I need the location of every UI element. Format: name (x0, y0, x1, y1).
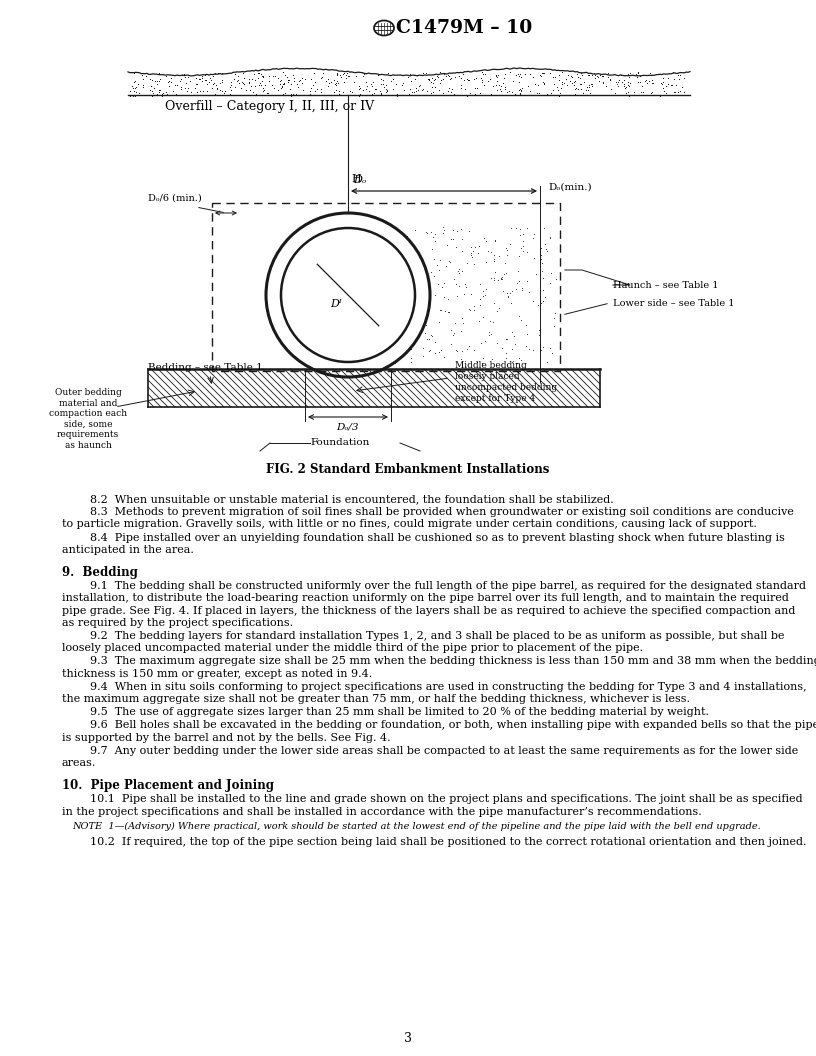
Text: uncompacted bedding: uncompacted bedding (455, 383, 557, 392)
Text: H: H (351, 174, 361, 184)
Text: C1479M – 10: C1479M – 10 (396, 19, 532, 37)
Text: Middle bedding: Middle bedding (455, 361, 527, 370)
Text: 9.7  Any outer bedding under the lower side areas shall be compacted to at least: 9.7 Any outer bedding under the lower si… (90, 746, 798, 756)
Text: loosely placed: loosely placed (455, 372, 520, 381)
Text: 10.1  Pipe shall be installed to the line and grade shown on the project plans a: 10.1 Pipe shall be installed to the line… (90, 794, 803, 805)
Text: as required by the project specifications.: as required by the project specification… (62, 618, 293, 628)
Text: material and: material and (59, 398, 118, 408)
Text: requirements: requirements (57, 430, 119, 439)
Text: 9.4  When in situ soils conforming to project specifications are used in constru: 9.4 When in situ soils conforming to pro… (90, 682, 807, 692)
Text: NOTE  1—(Advisory) Where practical, work should be started at the lowest end of : NOTE 1—(Advisory) Where practical, work … (72, 822, 761, 831)
Text: 9.  Bedding: 9. Bedding (62, 566, 138, 579)
Text: Outer bedding: Outer bedding (55, 388, 122, 397)
Text: 9.2  The bedding layers for standard installation Types 1, 2, and 3 shall be pla: 9.2 The bedding layers for standard inst… (90, 631, 784, 641)
Text: except for Type 4: except for Type 4 (455, 394, 535, 403)
Text: side, some: side, some (64, 419, 113, 429)
Text: is supported by the barrel and not by the bells. See Fig. 4.: is supported by the barrel and not by th… (62, 733, 391, 742)
Text: Bedding – see Table 1: Bedding – see Table 1 (148, 363, 263, 372)
Text: Foundation: Foundation (310, 438, 370, 447)
Text: areas.: areas. (62, 758, 96, 768)
Text: the maximum aggregate size shall not be greater than 75 mm, or half the bedding : the maximum aggregate size shall not be … (62, 694, 690, 704)
Text: 8.3  Methods to prevent migration of soil fines shall be provided when groundwat: 8.3 Methods to prevent migration of soil… (90, 507, 794, 517)
Text: 8.4  Pipe installed over an unyielding foundation shall be cushioned so as to pr: 8.4 Pipe installed over an unyielding fo… (90, 532, 785, 543)
Text: Lower side – see Table 1: Lower side – see Table 1 (613, 299, 734, 307)
Text: Dₒ/6 (min.): Dₒ/6 (min.) (148, 194, 202, 203)
Text: anticipated in the area.: anticipated in the area. (62, 545, 194, 554)
Text: FIG. 2 Standard Embankment Installations: FIG. 2 Standard Embankment Installations (266, 463, 550, 476)
Text: thickness is 150 mm or greater, except as noted in 9.4.: thickness is 150 mm or greater, except a… (62, 668, 372, 679)
Text: 9.6  Bell holes shall be excavated in the bedding or foundation, or both, when i: 9.6 Bell holes shall be excavated in the… (90, 720, 816, 731)
Text: 10.  Pipe Placement and Joining: 10. Pipe Placement and Joining (62, 779, 274, 792)
Text: loosely placed uncompacted material under the middle third of the pipe prior to : loosely placed uncompacted material unde… (62, 643, 643, 654)
Bar (148, 369, 600, 407)
Text: 9.5  The use of aggregate sizes larger than 25 mm shall be limited to 20 % of th: 9.5 The use of aggregate sizes larger th… (90, 708, 709, 717)
Text: 9.3  The maximum aggregate size shall be 25 mm when the bedding thickness is les: 9.3 The maximum aggregate size shall be … (90, 657, 816, 666)
Text: in the project specifications and shall be installed in accordance with the pipe: in the project specifications and shall … (62, 807, 702, 816)
Text: compaction each: compaction each (49, 409, 127, 418)
Text: 9.1  The bedding shall be constructed uniformly over the full length of the pipe: 9.1 The bedding shall be constructed uni… (90, 581, 806, 591)
Text: Overfill – Category I, II, III, or IV: Overfill – Category I, II, III, or IV (165, 100, 374, 113)
Text: Dᴵ: Dᴵ (330, 299, 342, 309)
Text: Haunch – see Table 1: Haunch – see Table 1 (613, 281, 719, 289)
Text: 10.2  If required, the top of the pipe section being laid shall be positioned to: 10.2 If required, the top of the pipe se… (90, 837, 806, 847)
Text: to particle migration. Gravelly soils, with little or no fines, could migrate un: to particle migration. Gravelly soils, w… (62, 520, 757, 529)
Text: pipe grade. See Fig. 4. If placed in layers, the thickness of the layers shall b: pipe grade. See Fig. 4. If placed in lay… (62, 605, 796, 616)
Text: 3: 3 (404, 1032, 412, 1045)
Circle shape (282, 229, 414, 361)
Text: Dₒ: Dₒ (353, 175, 366, 185)
Text: installation, to distribute the load-bearing reaction uniformly on the pipe barr: installation, to distribute the load-bea… (62, 593, 789, 603)
Text: as haunch: as haunch (64, 440, 112, 450)
Text: 8.2  When unsuitable or unstable material is encountered, the foundation shall b: 8.2 When unsuitable or unstable material… (90, 494, 614, 504)
Bar (212, 203, 560, 371)
Text: Dₒ/3: Dₒ/3 (336, 422, 358, 431)
Text: Dₒ(min.): Dₒ(min.) (548, 183, 592, 192)
